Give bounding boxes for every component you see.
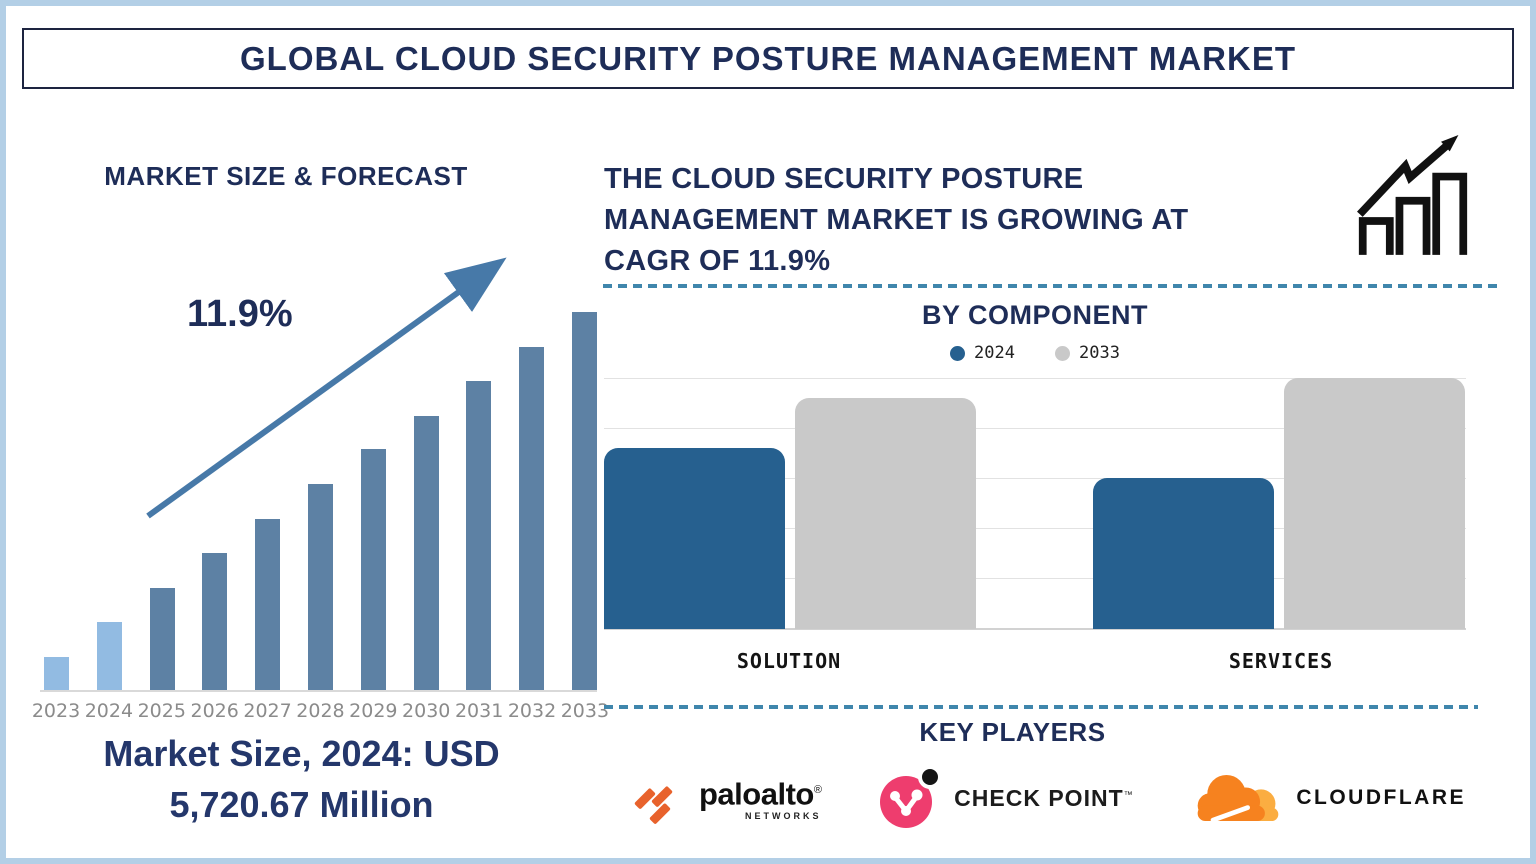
forecast-bar-2031 bbox=[466, 381, 492, 690]
gridline bbox=[604, 428, 1466, 429]
paloalto-logo: paloalto® NETWORKS bbox=[631, 772, 822, 824]
forecast-year-labels: 2023 2024 2025 2026 2027 2028 2029 2030 2031 2032… bbox=[31, 700, 610, 722]
title-box: GLOBAL CLOUD SECURITY POSTURE MANAGEMENT… bbox=[22, 28, 1514, 89]
forecast-title: MARKET SIZE & FORECAST bbox=[104, 161, 468, 191]
checkpoint-icon bbox=[880, 766, 943, 828]
component-chart-baseline bbox=[604, 628, 1466, 630]
forecast-bar-2026 bbox=[202, 553, 228, 690]
forecast-bar-2033 bbox=[571, 312, 597, 690]
year-label-2028: 2028 bbox=[296, 700, 345, 722]
paloalto-icon bbox=[634, 786, 673, 824]
category-label-solution: SOLUTION bbox=[736, 649, 842, 673]
year-label-2029: 2029 bbox=[349, 700, 398, 722]
cloudflare-wordmark: CLOUDFLARE bbox=[1296, 786, 1466, 809]
forecast-bar-2027 bbox=[255, 519, 281, 690]
legend-item-2024: 2024 bbox=[950, 343, 1015, 363]
component-bar-services-2024 bbox=[1093, 478, 1274, 629]
year-label-2023: 2023 bbox=[31, 700, 81, 722]
divider-dashed-top bbox=[603, 284, 1497, 288]
year-label-2032: 2032 bbox=[507, 700, 557, 722]
gridline bbox=[604, 478, 1466, 479]
year-label-2027: 2027 bbox=[243, 700, 292, 722]
forecast-baseline bbox=[40, 690, 597, 692]
component-bar-solution-2033 bbox=[795, 398, 976, 629]
paloalto-networks-label: NETWORKS bbox=[744, 810, 822, 821]
forecast-bar-2028 bbox=[307, 484, 333, 690]
forecast-bar-2024 bbox=[96, 622, 122, 690]
component-section-title: BY COMPONENT bbox=[921, 300, 1149, 330]
gridline bbox=[604, 378, 1466, 379]
headline-line-1: THE CLOUD SECURITY POSTURE bbox=[604, 163, 1084, 195]
forecast-bars bbox=[44, 306, 597, 690]
headline: THE CLOUD SECURITY POSTURE MANAGEMENT MA… bbox=[604, 159, 1188, 282]
headline-line-2: MANAGEMENT MARKET IS GROWING AT bbox=[604, 204, 1189, 236]
trademark-mark: ™ bbox=[1123, 788, 1134, 799]
growth-chart-icon bbox=[1357, 135, 1468, 255]
forecast-bar-2032 bbox=[519, 347, 545, 690]
year-label-2033: 2033 bbox=[560, 700, 610, 722]
key-players-logos: paloalto® NETWORKS CHECK POINT™ bbox=[611, 756, 1486, 840]
divider-dashed-bottom bbox=[604, 705, 1478, 709]
cloudflare-icon bbox=[1198, 774, 1279, 823]
forecast-bar-2023 bbox=[44, 657, 69, 690]
legend-label-2024: 2024 bbox=[974, 343, 1015, 363]
headline-line-3: CAGR OF 11.9% bbox=[604, 245, 831, 277]
market-size-caption-line1: Market Size, 2024: USD bbox=[103, 733, 500, 774]
category-label-services: SERVICES bbox=[1228, 649, 1334, 673]
checkpoint-logo: CHECK POINT™ bbox=[878, 766, 1133, 830]
registered-mark: ® bbox=[813, 784, 822, 797]
year-label-2030: 2030 bbox=[402, 700, 451, 722]
market-size-caption-line2: 5,720.67 Million bbox=[169, 784, 434, 825]
component-legend: 2024 2033 bbox=[604, 343, 1466, 363]
forecast-bar-2030 bbox=[413, 416, 439, 690]
checkpoint-wordmark: CHECK POINT™ bbox=[954, 784, 1134, 811]
year-label-2024: 2024 bbox=[84, 700, 134, 722]
key-players-title: KEY PLAYERS bbox=[919, 717, 1106, 747]
cloudflare-logo: CLOUDFLARE bbox=[1190, 767, 1466, 829]
component-bar-solution-2024 bbox=[604, 448, 785, 629]
legend-label-2033: 2033 bbox=[1079, 343, 1120, 363]
market-size-caption: Market Size, 2024: USD 5,720.67 Million bbox=[34, 728, 569, 830]
component-chart bbox=[604, 378, 1466, 630]
forecast-bar-2029 bbox=[360, 449, 386, 690]
legend-item-2033: 2033 bbox=[1055, 343, 1120, 363]
year-label-2031: 2031 bbox=[454, 700, 504, 722]
year-label-2026: 2026 bbox=[190, 700, 239, 722]
component-bar-services-2033 bbox=[1284, 378, 1465, 629]
year-label-2025: 2025 bbox=[137, 700, 186, 722]
gridline bbox=[604, 528, 1466, 529]
legend-dot-2033 bbox=[1055, 345, 1070, 361]
paloalto-wordmark: paloalto® bbox=[699, 776, 822, 812]
forecast-bar-2025 bbox=[149, 588, 175, 690]
gridline bbox=[604, 578, 1466, 579]
legend-dot-2024 bbox=[950, 345, 966, 361]
page-title: GLOBAL CLOUD SECURITY POSTURE MANAGEMENT… bbox=[240, 39, 1296, 77]
